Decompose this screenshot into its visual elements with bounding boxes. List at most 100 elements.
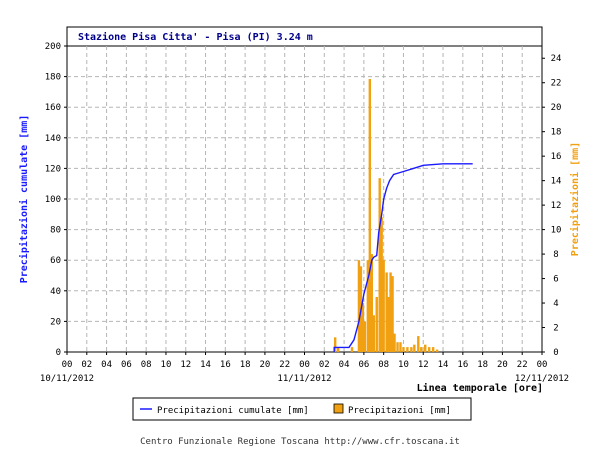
y-right-tick-label: 6	[553, 275, 558, 285]
y-right-tick-label: 16	[551, 152, 562, 162]
precip-bar	[363, 321, 367, 352]
precip-bar	[382, 260, 385, 352]
y-right-tick-label: 8	[553, 250, 558, 260]
precip-bar	[410, 347, 413, 352]
x-tick-label: 10	[398, 360, 409, 370]
precip-bar	[396, 342, 399, 352]
x-tick-label: 00	[299, 360, 310, 370]
precip-bar	[393, 333, 396, 352]
x-date-label: 10/11/2012	[40, 374, 94, 384]
y-left-tick-label: 140	[45, 134, 61, 144]
legend-item-precip: Precipitazioni [mm]	[348, 406, 451, 416]
x-tick-label: 02	[81, 360, 92, 370]
x-tick-label: 00	[62, 360, 73, 370]
x-tick-label: 16	[457, 360, 468, 370]
precip-bar	[366, 260, 370, 352]
precip-bar	[380, 217, 383, 352]
precip-bar	[375, 296, 378, 352]
precip-bar	[357, 260, 361, 352]
y-left-tick-label: 100	[45, 195, 61, 205]
precip-bar	[372, 315, 375, 352]
precip-bar	[413, 344, 416, 352]
x-tick-label: 16	[220, 360, 231, 370]
x-axis-label: Linea temporale [ore]	[417, 382, 543, 394]
x-tick-label: 22	[279, 360, 290, 370]
x-tick-label: 20	[259, 360, 270, 370]
x-tick-label: 20	[497, 360, 508, 370]
x-tick-label: 08	[378, 360, 389, 370]
x-tick-label: 14	[200, 360, 211, 370]
precip-bar	[391, 276, 394, 352]
x-tick-label: 06	[358, 360, 369, 370]
y-axis-left: 0 20 40 60 80 100 120 140 160 180 200	[45, 42, 67, 358]
x-tick-label: 04	[339, 360, 350, 370]
precip-bar	[435, 349, 439, 352]
x-tick-label: 00	[537, 360, 548, 370]
y-axis-left-label: Precipitazioni cumulate [mm]	[18, 115, 30, 284]
precip-bar	[370, 254, 373, 352]
precip-bar	[431, 347, 435, 352]
legend-box-swatch	[333, 403, 344, 414]
precip-bar	[368, 79, 372, 352]
grid	[67, 46, 542, 352]
y-right-tick-label: 14	[551, 177, 562, 187]
y-left-tick-label: 20	[50, 317, 61, 327]
y-left-tick-label: 80	[50, 226, 61, 236]
y-axis-right-label: Precipitazioni [mm]	[569, 142, 581, 256]
precip-bar	[399, 342, 402, 352]
precip-bar	[385, 272, 388, 352]
x-tick-label: 08	[141, 360, 152, 370]
precip-bar	[387, 296, 390, 352]
cumulative-line	[333, 163, 473, 352]
precip-bar	[424, 344, 427, 352]
precip-bar	[378, 178, 381, 352]
precip-bar	[406, 347, 409, 352]
precip-bar	[336, 347, 340, 352]
x-tick-label: 22	[517, 360, 528, 370]
legend-box	[132, 397, 472, 421]
x-tick-label: 14	[438, 360, 449, 370]
x-date-label: 11/11/2012	[277, 374, 331, 384]
x-tick-label: 12	[180, 360, 191, 370]
x-axis: 00 02 04 06 08 10 12 14 16 18 20 22 00 02 04 06 08 10 12 14…	[40, 352, 569, 384]
precip-bar	[389, 272, 392, 352]
x-date-label: 12/11/2012	[515, 374, 569, 384]
precip-bar	[350, 347, 354, 352]
y-left-tick-label: 40	[50, 287, 61, 297]
precip-bar	[427, 347, 431, 352]
cumulative-line-group	[333, 163, 473, 352]
x-tick-label: 12	[418, 360, 429, 370]
y-right-tick-label: 18	[551, 128, 562, 138]
chart-title: Stazione Pisa Citta' - Pisa (PI) 3.24 m	[78, 31, 313, 43]
y-right-tick-label: 24	[551, 54, 562, 64]
y-left-tick-label: 180	[45, 73, 61, 83]
x-tick-label: 06	[121, 360, 132, 370]
y-right-tick-label: 22	[551, 79, 562, 89]
legend-item-cumulative: Precipitazioni cumulate [mm]	[157, 406, 309, 416]
y-right-tick-label: 2	[553, 324, 558, 334]
y-right-tick-label: 20	[551, 103, 562, 113]
y-left-tick-label: 120	[45, 164, 61, 174]
precip-bar	[417, 336, 420, 352]
y-left-tick-label: 60	[50, 256, 61, 266]
y-left-tick-label: 200	[45, 42, 61, 52]
y-right-tick-label: 4	[553, 299, 558, 309]
legend: Precipitazioni cumulate [mm] Precipitazi…	[132, 397, 472, 421]
y-left-tick-label: 160	[45, 103, 61, 113]
precip-bar	[333, 337, 337, 352]
y-right-tick-label: 12	[551, 201, 562, 211]
y-right-tick-label: 0	[553, 348, 558, 358]
precip-bar	[420, 347, 423, 352]
y-left-tick-label: 0	[56, 348, 61, 358]
y-right-tick-label: 10	[551, 226, 562, 236]
x-tick-label: 02	[319, 360, 330, 370]
precip-bar	[402, 347, 405, 352]
x-tick-label: 04	[101, 360, 112, 370]
x-tick-label: 18	[477, 360, 488, 370]
x-tick-label: 10	[161, 360, 172, 370]
footer-credit: Centro Funzionale Regione Toscana http:/…	[140, 437, 460, 447]
x-tick-label: 18	[240, 360, 251, 370]
precip-bar	[361, 303, 365, 352]
